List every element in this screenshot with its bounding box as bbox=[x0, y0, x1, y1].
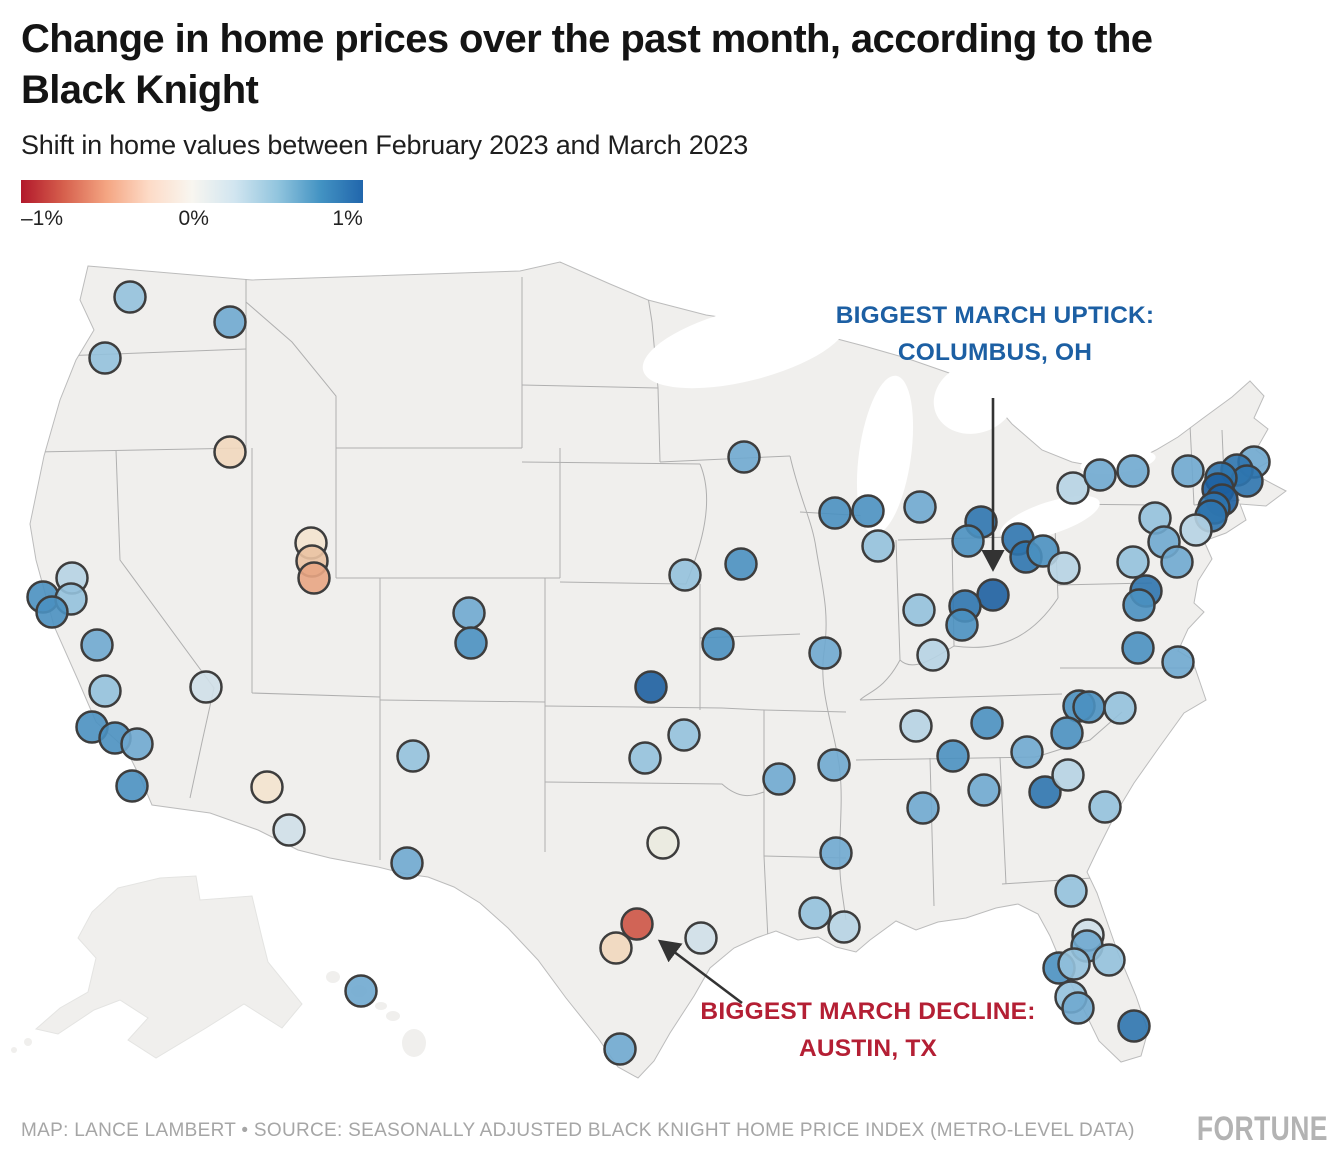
metro-dot bbox=[1028, 775, 1062, 809]
metro-dot bbox=[1061, 991, 1095, 1025]
metro-dot bbox=[1083, 458, 1117, 492]
annotation-arrows bbox=[657, 398, 1005, 1005]
metro-dot bbox=[396, 739, 430, 773]
metro-dot bbox=[113, 280, 147, 314]
metro-dot bbox=[88, 674, 122, 708]
metro-dot bbox=[1054, 874, 1088, 908]
metro-dot bbox=[817, 748, 851, 782]
metro-dot bbox=[1088, 790, 1122, 824]
metro-dot bbox=[906, 791, 940, 825]
metro-dot bbox=[818, 496, 852, 530]
footer: MAP: LANCE LAMBERT • SOURCE: SEASONALLY … bbox=[0, 1108, 1340, 1158]
metro-dot bbox=[1116, 545, 1150, 579]
metro-dot bbox=[667, 718, 701, 752]
metro-dot bbox=[390, 846, 424, 880]
metro-dot bbox=[115, 769, 149, 803]
metro-dot bbox=[80, 628, 114, 662]
legend-gradient-bar bbox=[21, 180, 363, 203]
metro-dot bbox=[1179, 513, 1213, 547]
metro-dots-layer bbox=[26, 280, 1271, 1066]
metro-dot bbox=[970, 706, 1004, 740]
lake-huron bbox=[933, 362, 1017, 434]
legend-labels: –1% 0% 1% bbox=[21, 207, 363, 233]
metro-dot bbox=[903, 490, 937, 524]
metro-dot bbox=[1160, 545, 1194, 579]
metro-dot bbox=[603, 1032, 637, 1066]
metro-dot bbox=[120, 727, 154, 761]
metro-dot bbox=[936, 739, 970, 773]
metro-dot bbox=[701, 627, 735, 661]
metro-dot bbox=[213, 305, 247, 339]
metro-dot bbox=[1092, 943, 1126, 977]
metro-dot bbox=[620, 907, 654, 941]
metro-dot bbox=[951, 524, 985, 558]
metro-dot bbox=[1171, 454, 1205, 488]
metro-dot bbox=[344, 974, 378, 1008]
metro-dot bbox=[189, 670, 223, 704]
metro-dot bbox=[1116, 454, 1150, 488]
metro-dot bbox=[1161, 645, 1195, 679]
alaska-shape bbox=[34, 875, 303, 1059]
legend-mid-label: 0% bbox=[178, 207, 209, 230]
metro-dot bbox=[762, 762, 796, 796]
metro-dot bbox=[1051, 758, 1085, 792]
metro-dot bbox=[916, 638, 950, 672]
metro-dot bbox=[808, 636, 842, 670]
metro-dot bbox=[1057, 947, 1091, 981]
metro-dot bbox=[452, 596, 486, 630]
metro-dot bbox=[668, 558, 702, 592]
metro-dot bbox=[1103, 691, 1137, 725]
metro-dot bbox=[1047, 551, 1081, 585]
page-title: Change in home prices over the past mont… bbox=[21, 17, 1153, 113]
metro-dot bbox=[250, 770, 284, 804]
metro-dot bbox=[945, 608, 979, 642]
decline-arrow bbox=[657, 939, 743, 1005]
page-subtitle: Shift in home values between February 20… bbox=[21, 130, 749, 161]
metro-dot bbox=[819, 836, 853, 870]
metro-dot bbox=[861, 529, 895, 563]
metro-dot bbox=[1010, 735, 1044, 769]
metro-dot bbox=[1117, 1009, 1151, 1043]
annotation-biggest-uptick: BIGGEST MARCH UPTICK: COLUMBUS, OH bbox=[835, 302, 1155, 366]
source-credit: MAP: LANCE LAMBERT • SOURCE: SEASONALLY … bbox=[21, 1120, 1135, 1141]
annotation-biggest-decline: BIGGEST MARCH DECLINE: AUSTIN, TX bbox=[700, 998, 1036, 1062]
lake-superior bbox=[642, 301, 848, 389]
metro-dot bbox=[1072, 690, 1106, 724]
legend-min-label: –1% bbox=[21, 207, 64, 230]
metro-dot bbox=[902, 593, 936, 627]
header: Change in home prices over the past mont… bbox=[21, 14, 1321, 161]
metro-dot bbox=[297, 561, 331, 595]
metro-dot bbox=[798, 896, 832, 930]
map-land bbox=[11, 261, 1287, 1079]
metro-dot bbox=[272, 813, 306, 847]
metro-dot bbox=[599, 931, 633, 965]
metro-dot bbox=[88, 341, 122, 375]
metro-dot bbox=[899, 709, 933, 743]
metro-dot bbox=[827, 910, 861, 944]
metro-dot bbox=[851, 494, 885, 528]
metro-dot bbox=[684, 921, 718, 955]
metro-dot bbox=[967, 773, 1001, 807]
metro-dot bbox=[1056, 471, 1090, 505]
metro-dot bbox=[1122, 588, 1156, 622]
metro-dot bbox=[628, 741, 662, 775]
metro-dot bbox=[727, 440, 761, 474]
metro-dot bbox=[213, 435, 247, 469]
metro-dot bbox=[1050, 716, 1084, 750]
metro-dot bbox=[724, 547, 758, 581]
legend-max-label: 1% bbox=[332, 207, 363, 230]
metro-dot bbox=[1121, 631, 1155, 665]
metro-dot bbox=[634, 670, 668, 704]
color-legend: –1% 0% 1% bbox=[21, 180, 363, 233]
fortune-logo: FORTUNE bbox=[1197, 1110, 1328, 1148]
metro-dot bbox=[976, 578, 1010, 612]
metro-dot bbox=[454, 626, 488, 660]
metro-dot bbox=[35, 595, 69, 629]
metro-dot bbox=[646, 826, 680, 860]
